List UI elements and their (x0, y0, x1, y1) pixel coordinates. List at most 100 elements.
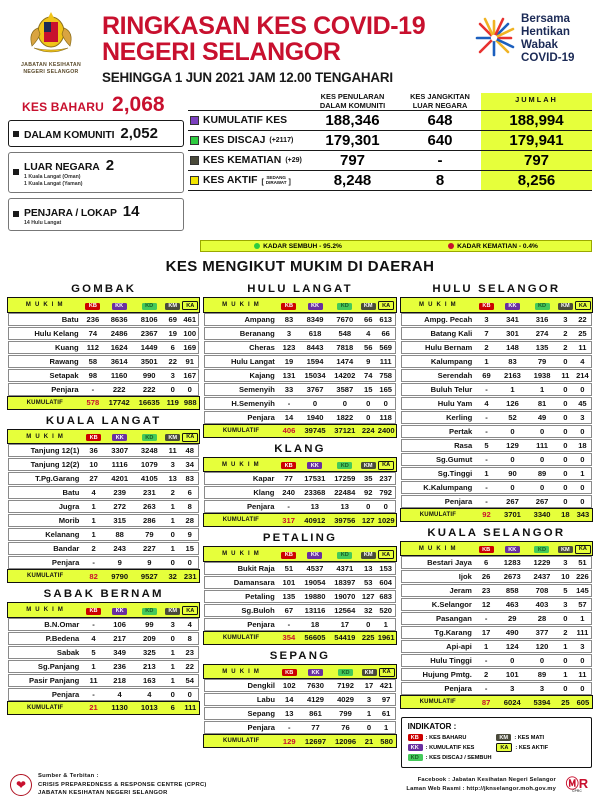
table-row: Dengkil 102 7630 7192 17 421 (204, 679, 396, 693)
cell-kb: - (474, 682, 498, 696)
kk-chip-icon: KK (307, 302, 323, 310)
jkn-crest: JABATAN KESIHATAN NEGERI SELANGOR (10, 8, 92, 76)
km-chip-icon: KM (360, 551, 376, 559)
kb-chip-icon: KB (86, 607, 102, 615)
table-row: Kapar 77 17531 17259 35 237 (204, 472, 396, 486)
table-row: Bandar 2 243 227 1 15 (8, 542, 200, 556)
cell-kk: 7630 (300, 679, 331, 693)
kd-chip-icon: KD (141, 607, 157, 615)
kd-chip-icon: KD (338, 669, 354, 677)
table-row: Sg.Buloh 67 13116 12564 32 520 (204, 603, 396, 617)
recovery-rate: KADAR SEMBUH - 95.2% (254, 243, 342, 250)
cell-km: 0 (164, 687, 182, 701)
mukim-name: Kelanang (8, 528, 83, 542)
cell-kb: 2 (82, 542, 105, 556)
mukim-name: Ampang (204, 312, 278, 326)
cell-kb: 2 (475, 340, 498, 354)
cell-ka: 758 (376, 368, 396, 382)
mukim-name: Sg.Panjang (8, 659, 83, 673)
mukim-name: Hulu Bernam (400, 340, 476, 354)
cell-ka: 11 (573, 668, 592, 682)
cell-ka: 0 (573, 682, 592, 696)
cell-kb: 10 (82, 458, 105, 472)
cell-kd: 316 (527, 312, 557, 326)
cell-ka: 0 (376, 396, 396, 410)
cell-kk: 222 (104, 382, 135, 396)
cell-kk: 2486 (104, 326, 135, 340)
mukim-name: Penjara (400, 682, 475, 696)
table-total-row: KUMULATIF 354 56605 54419 225 1961 (203, 630, 397, 645)
district-column-middle: HULU LANGAT M U K I M KB KK KD KM KA Ampang 83 83… (203, 278, 397, 749)
table-row: Pertak -0 0 0 0 (400, 424, 592, 438)
table-row: Hulu Tinggi -0 0 0 0 (400, 654, 592, 668)
table-row: P.Bedena 4 217 209 0 8 (8, 631, 200, 645)
ka-chip-icon: KA (574, 544, 591, 554)
website-line[interactable]: Laman Web Rasmi : http://jknselangor.moh… (406, 785, 556, 792)
cell-km: 3 (360, 693, 378, 707)
cell-kb: 51 (277, 561, 301, 575)
cell-km: 13 (359, 561, 377, 575)
cell-kd: 267 (527, 494, 557, 508)
table-row: Tanjung 12(2) 10 1116 1079 3 34 (8, 458, 200, 472)
cell-ka: 0 (573, 424, 592, 438)
purple-swatch-icon (190, 116, 199, 126)
indikator-item-kb: KB : KES BAHARU (407, 734, 497, 742)
mukim-name: K.Selangor (400, 598, 475, 612)
table-row: Api-api 1 124 120 1 3 (400, 640, 592, 654)
row-community: 188,346 (325, 112, 380, 130)
cell-kd: 799 (330, 707, 361, 721)
kb-chip-icon: KB (281, 302, 297, 310)
table-row: Kelanang 1 88 79 0 9 (8, 528, 200, 542)
cell-km: 0 (164, 556, 182, 570)
cell-kk: 9 (104, 556, 135, 570)
table-row: K.Selangor 12 463 403 3 57 (400, 598, 592, 612)
row-community: 797 (339, 152, 366, 170)
mukim-name: Setapak (8, 368, 82, 382)
district-title-hulu-langat: HULU LANGAT (247, 283, 353, 296)
new-cases-item-imported: LUAR NEGARA 2 1 Kuala Langat (Oman) 1 Kua… (8, 152, 184, 193)
ka-chip-icon: KA (378, 667, 395, 677)
cell-km: 0 (556, 396, 574, 410)
cell-ka: 145 (573, 584, 592, 598)
table-row: Petaling 135 19880 19070 127 683 (204, 589, 396, 603)
kd-chip-icon: KD (337, 551, 353, 559)
cell-kd: 1938 (527, 368, 557, 382)
cell-km: 32 (359, 603, 377, 617)
cell-km: 0 (556, 480, 574, 494)
cell-kd: 0 (527, 452, 557, 466)
cell-km: 1 (164, 500, 182, 514)
cell-ka: 4 (573, 354, 592, 368)
page-title-line1: RINGKASAN KES COVID-19 (102, 12, 426, 40)
cell-kb: 7 (475, 326, 498, 340)
cell-kb: 58 (81, 354, 105, 368)
cell-kd: 1 (527, 382, 557, 396)
district-title-klang: KLANG (274, 442, 326, 455)
contact-text: Facebook : Jabatan Kesihatan Negeri Sela… (406, 776, 556, 793)
mukim-name: Penjara (204, 500, 278, 514)
table-row: Serendah 69 2163 1938 11 214 (400, 368, 592, 382)
cell-kb: 1 (82, 659, 105, 673)
cell-kb: - (277, 617, 301, 631)
cell-kk: 2673 (497, 570, 528, 584)
mukim-name: Penjara (204, 410, 278, 424)
cell-kd: 79 (134, 528, 165, 542)
kb-chip-icon: KB (281, 551, 297, 559)
mukim-name: Ijok (400, 570, 475, 584)
cell-kd: 0 (527, 480, 557, 494)
cell-kb: 33 (277, 382, 301, 396)
kd-chip-icon: KD (337, 462, 353, 470)
cell-ka: 214 (573, 368, 592, 382)
cell-km: 0 (556, 452, 574, 466)
cell-kb: 14 (277, 693, 301, 707)
table-row: Ijok 26 2673 2437 10 226 (400, 570, 592, 584)
table-row: Sepang 13 861 799 1 61 (204, 707, 396, 721)
cell-kk: 301 (497, 326, 528, 340)
indikator-item-kk: KK : KUMULATIF KES (407, 743, 497, 752)
mukim-name: Tg.Karang (400, 626, 475, 640)
mukim-name: Kuang (8, 340, 82, 354)
district-title-sepang: SEPANG (269, 649, 331, 662)
mukim-name: Bestari Jaya (400, 556, 475, 570)
cell-kk: 1624 (104, 340, 135, 354)
cell-kb: - (277, 396, 301, 410)
cell-kb: 6 (474, 556, 498, 570)
